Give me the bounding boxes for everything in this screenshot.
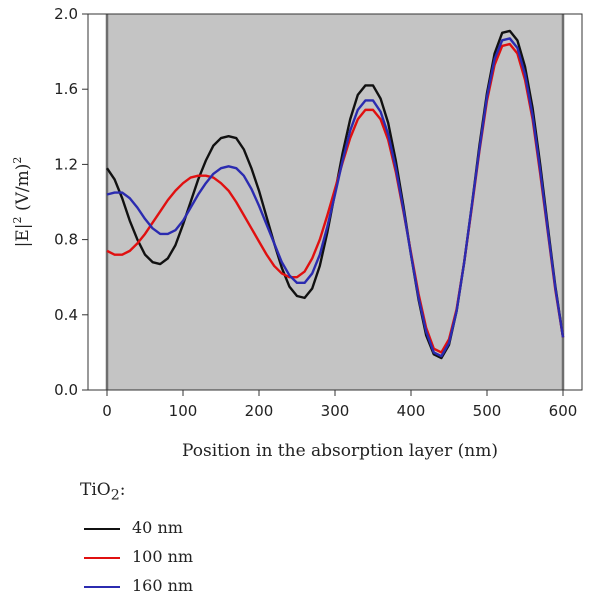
ticks-layer: 0 100 200 300 400 500 600 0.0 0.4 0.8 1.2 1.6 2.0 (54, 5, 577, 420)
x-tick-label: 400 (397, 402, 426, 420)
x-tick-label: 0 (102, 402, 112, 420)
legend-title-main: TiO (80, 480, 111, 500)
series-layer (106, 29, 565, 360)
legend-label-100nm: 100 nm (132, 547, 194, 566)
y-axis-title: |E|2 (V/m)2 (11, 157, 33, 248)
x-tick-label: 500 (473, 402, 502, 420)
legend-title-suffix: : (119, 480, 126, 500)
legend-title: TiO2: (80, 480, 125, 503)
legend-item-100nm: 100 nm (80, 546, 330, 570)
y-tick-label: 1.2 (54, 155, 78, 173)
y-axis-title-unit: (V/m) (13, 164, 33, 217)
legend-label-40nm: 40 nm (132, 518, 183, 537)
legend-title-sub: 2 (110, 487, 120, 504)
x-axis-title: Position in the absorption layer (nm) (182, 441, 498, 461)
x-tick-label: 600 (549, 402, 578, 420)
y-axis-title-unit-sup: 2 (11, 157, 24, 164)
y-axis-title-main: |E| (13, 223, 33, 247)
y-tick-label: 0.8 (54, 231, 78, 249)
y-tick-label: 2.0 (54, 5, 78, 23)
x-tick-label: 100 (169, 402, 198, 420)
legend-swatch-160nm (84, 586, 120, 588)
legend-swatch-100nm (84, 557, 120, 559)
legend-swatch-40nm (84, 528, 120, 530)
y-axis-title-sup: 2 (11, 216, 24, 223)
y-tick-label: 0.4 (54, 306, 78, 324)
legend-label-160nm: 160 nm (132, 576, 194, 595)
series-line-160nm (106, 37, 565, 358)
y-tick-label: 0.0 (54, 381, 78, 399)
legend: TiO2: 40 nm 100 nm 160 nm (80, 480, 330, 600)
plot-area (88, 14, 582, 390)
x-tick-label: 300 (321, 402, 350, 420)
x-tick-label: 200 (245, 402, 274, 420)
absorption-layer-region (107, 14, 563, 390)
legend-item-160nm: 160 nm (80, 575, 330, 599)
legend-item-40nm: 40 nm (80, 517, 330, 541)
y-tick-label: 1.6 (54, 80, 78, 98)
